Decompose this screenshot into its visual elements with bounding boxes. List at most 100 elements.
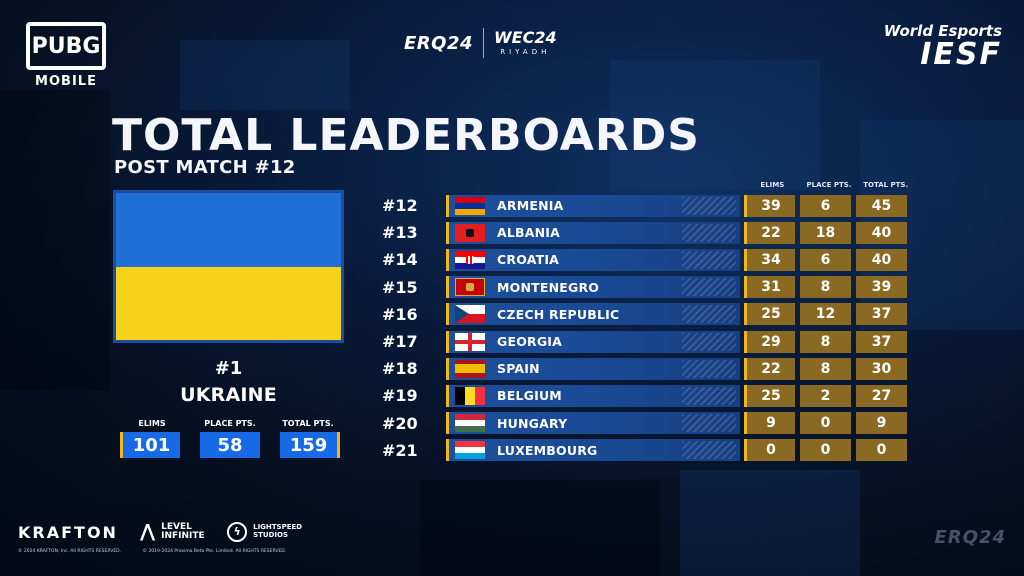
pubg-mobile-logo: PUBG MOBILE	[18, 22, 114, 92]
bar-pattern	[682, 223, 736, 242]
row-stats: 25 2 27	[744, 384, 907, 407]
row-total-pts: 45	[856, 194, 907, 217]
row-rank: #19	[382, 386, 418, 406]
level-infinite-text: LEVEL INFINITE	[161, 521, 205, 541]
row-elims: 31	[744, 276, 795, 299]
column-header-total: TOTAL PTS.	[863, 181, 909, 189]
row-elims: 29	[744, 330, 795, 353]
row-rank: #15	[382, 277, 418, 297]
row-place-pts: 6	[800, 248, 851, 271]
row-stats: 39 6 45	[744, 194, 907, 217]
row-country: ARMENIA	[497, 198, 564, 214]
page-subtitle: POST MATCH #12	[114, 157, 296, 178]
column-header-elims: ELIMS	[760, 181, 785, 189]
table-row: #16 CZECH REPUBLIC 25 12 37	[374, 301, 914, 328]
row-country: ALBANIA	[497, 225, 561, 241]
bar-pattern	[682, 359, 736, 378]
flag-albania-icon	[455, 223, 485, 242]
lightspeed-logo: ϟ LIGHTSPEED STUDIOS	[227, 522, 303, 542]
lightspeed-icon: ϟ	[227, 522, 248, 542]
row-total-pts: 37	[856, 330, 907, 353]
footer-logos: KRAFTON ⋀ LEVEL INFINITE ϟ LIGHTSPEED ST…	[18, 522, 303, 542]
row-bar: CROATIA	[446, 248, 740, 271]
winner-place-pts: 58	[200, 432, 260, 458]
row-total-pts: 40	[856, 248, 907, 271]
row-bar: SPAIN	[446, 357, 740, 380]
table-row: #13 ALBANIA 22 18 40	[374, 219, 914, 246]
row-country: CROATIA	[497, 252, 560, 268]
row-bar: MONTENEGRO	[446, 276, 740, 299]
row-stats: 29 8 37	[744, 330, 907, 353]
row-total-pts: 37	[856, 303, 907, 326]
bg-tile	[680, 470, 860, 576]
row-elims: 25	[744, 384, 795, 407]
row-bar: CZECH REPUBLIC	[446, 303, 740, 326]
bg-tile	[180, 40, 350, 110]
bar-pattern	[682, 386, 736, 405]
row-stats: 22 18 40	[744, 221, 907, 244]
table-row: #17 GEORGIA 29 8 37	[374, 328, 914, 355]
row-country: MONTENEGRO	[497, 279, 600, 295]
row-bar: ALBANIA	[446, 221, 740, 244]
row-elims: 22	[744, 357, 795, 380]
table-row: #20 HUNGARY 9 0 9	[374, 410, 914, 437]
row-place-pts: 6	[800, 194, 851, 217]
row-elims: 39	[744, 194, 795, 217]
leaderboard-table: #12 ARMENIA 39 6 45 #13 ALBANIA 22 18 40…	[374, 192, 914, 464]
table-row: #18 SPAIN 22 8 30	[374, 355, 914, 382]
flag-georgia-icon	[455, 332, 485, 351]
iesf-logo-main: IESF	[920, 37, 1002, 72]
row-country: LUXEMBOURG	[497, 442, 598, 458]
bg-tile	[610, 60, 820, 190]
row-stats: 31 8 39	[744, 276, 907, 299]
row-total-pts: 27	[856, 384, 907, 407]
erq-logo: ERQ24	[404, 32, 474, 54]
table-column-headers: ELIMS PLACE PTS. TOTAL PTS.	[744, 181, 914, 189]
winner-flag-stripe-yellow	[116, 266, 341, 340]
row-place-pts: 8	[800, 276, 851, 299]
level-infinite-logo: ⋀ LEVEL INFINITE	[139, 520, 205, 542]
flag-montenegro-icon	[455, 278, 485, 297]
row-country: CZECH REPUBLIC	[497, 306, 620, 322]
flag-spain-icon	[455, 359, 485, 378]
flag-czech-republic-icon	[455, 305, 485, 324]
flag-luxembourg-icon	[455, 441, 485, 460]
table-row: #14 CROATIA 34 6 40	[374, 246, 914, 273]
row-rank: #16	[382, 304, 418, 324]
level-infinite-icon: ⋀	[139, 520, 156, 542]
table-row: #12 ARMENIA 39 6 45	[374, 192, 914, 219]
wec-logo-sub: RIYADH	[500, 48, 551, 56]
winner-rank: #1	[214, 358, 243, 379]
bar-pattern	[682, 305, 736, 324]
row-elims: 34	[744, 248, 795, 271]
bar-pattern	[682, 414, 736, 433]
row-total-pts: 39	[856, 276, 907, 299]
row-rank: #17	[382, 332, 418, 352]
winner-name: UKRAINE	[180, 384, 277, 406]
row-bar: GEORGIA	[446, 330, 740, 353]
copyright-text: © 2024 KRAFTON, Inc. All RIGHTS RESERVED…	[18, 549, 306, 554]
table-row: #19 BELGIUM 25 2 27	[374, 382, 914, 409]
row-place-pts: 8	[800, 357, 851, 380]
copyright-krafton: © 2024 KRAFTON, Inc. All RIGHTS RESERVED…	[18, 549, 122, 554]
winner-stat-values: 101 58 159	[120, 432, 340, 458]
row-rank: #13	[382, 223, 418, 243]
row-bar: ARMENIA	[446, 194, 740, 217]
winner-stat-label-elims: ELIMS	[138, 419, 166, 428]
row-bar: LUXEMBOURG	[446, 439, 740, 462]
flag-armenia-icon	[455, 196, 485, 215]
iesf-logo-top: World Esports	[883, 22, 1002, 40]
logo-divider	[483, 28, 485, 58]
bar-pattern	[682, 332, 736, 351]
wec-logo-main: WEC24	[494, 28, 557, 47]
row-place-pts: 0	[800, 439, 851, 462]
row-stats: 25 12 37	[744, 303, 907, 326]
row-place-pts: 18	[800, 221, 851, 244]
wec-logo: WEC24 RIYADH	[494, 30, 557, 56]
row-total-pts: 9	[856, 412, 907, 435]
lightspeed-text: LIGHTSPEED STUDIOS	[253, 523, 303, 539]
iesf-logo: World Esports IESF	[884, 22, 1002, 70]
winner-stats: ELIMS PLACE PTS. TOTAL PTS. 101 58 159	[120, 419, 340, 458]
bar-pattern	[682, 278, 736, 297]
winner-stat-label-place: PLACE PTS.	[204, 419, 256, 428]
